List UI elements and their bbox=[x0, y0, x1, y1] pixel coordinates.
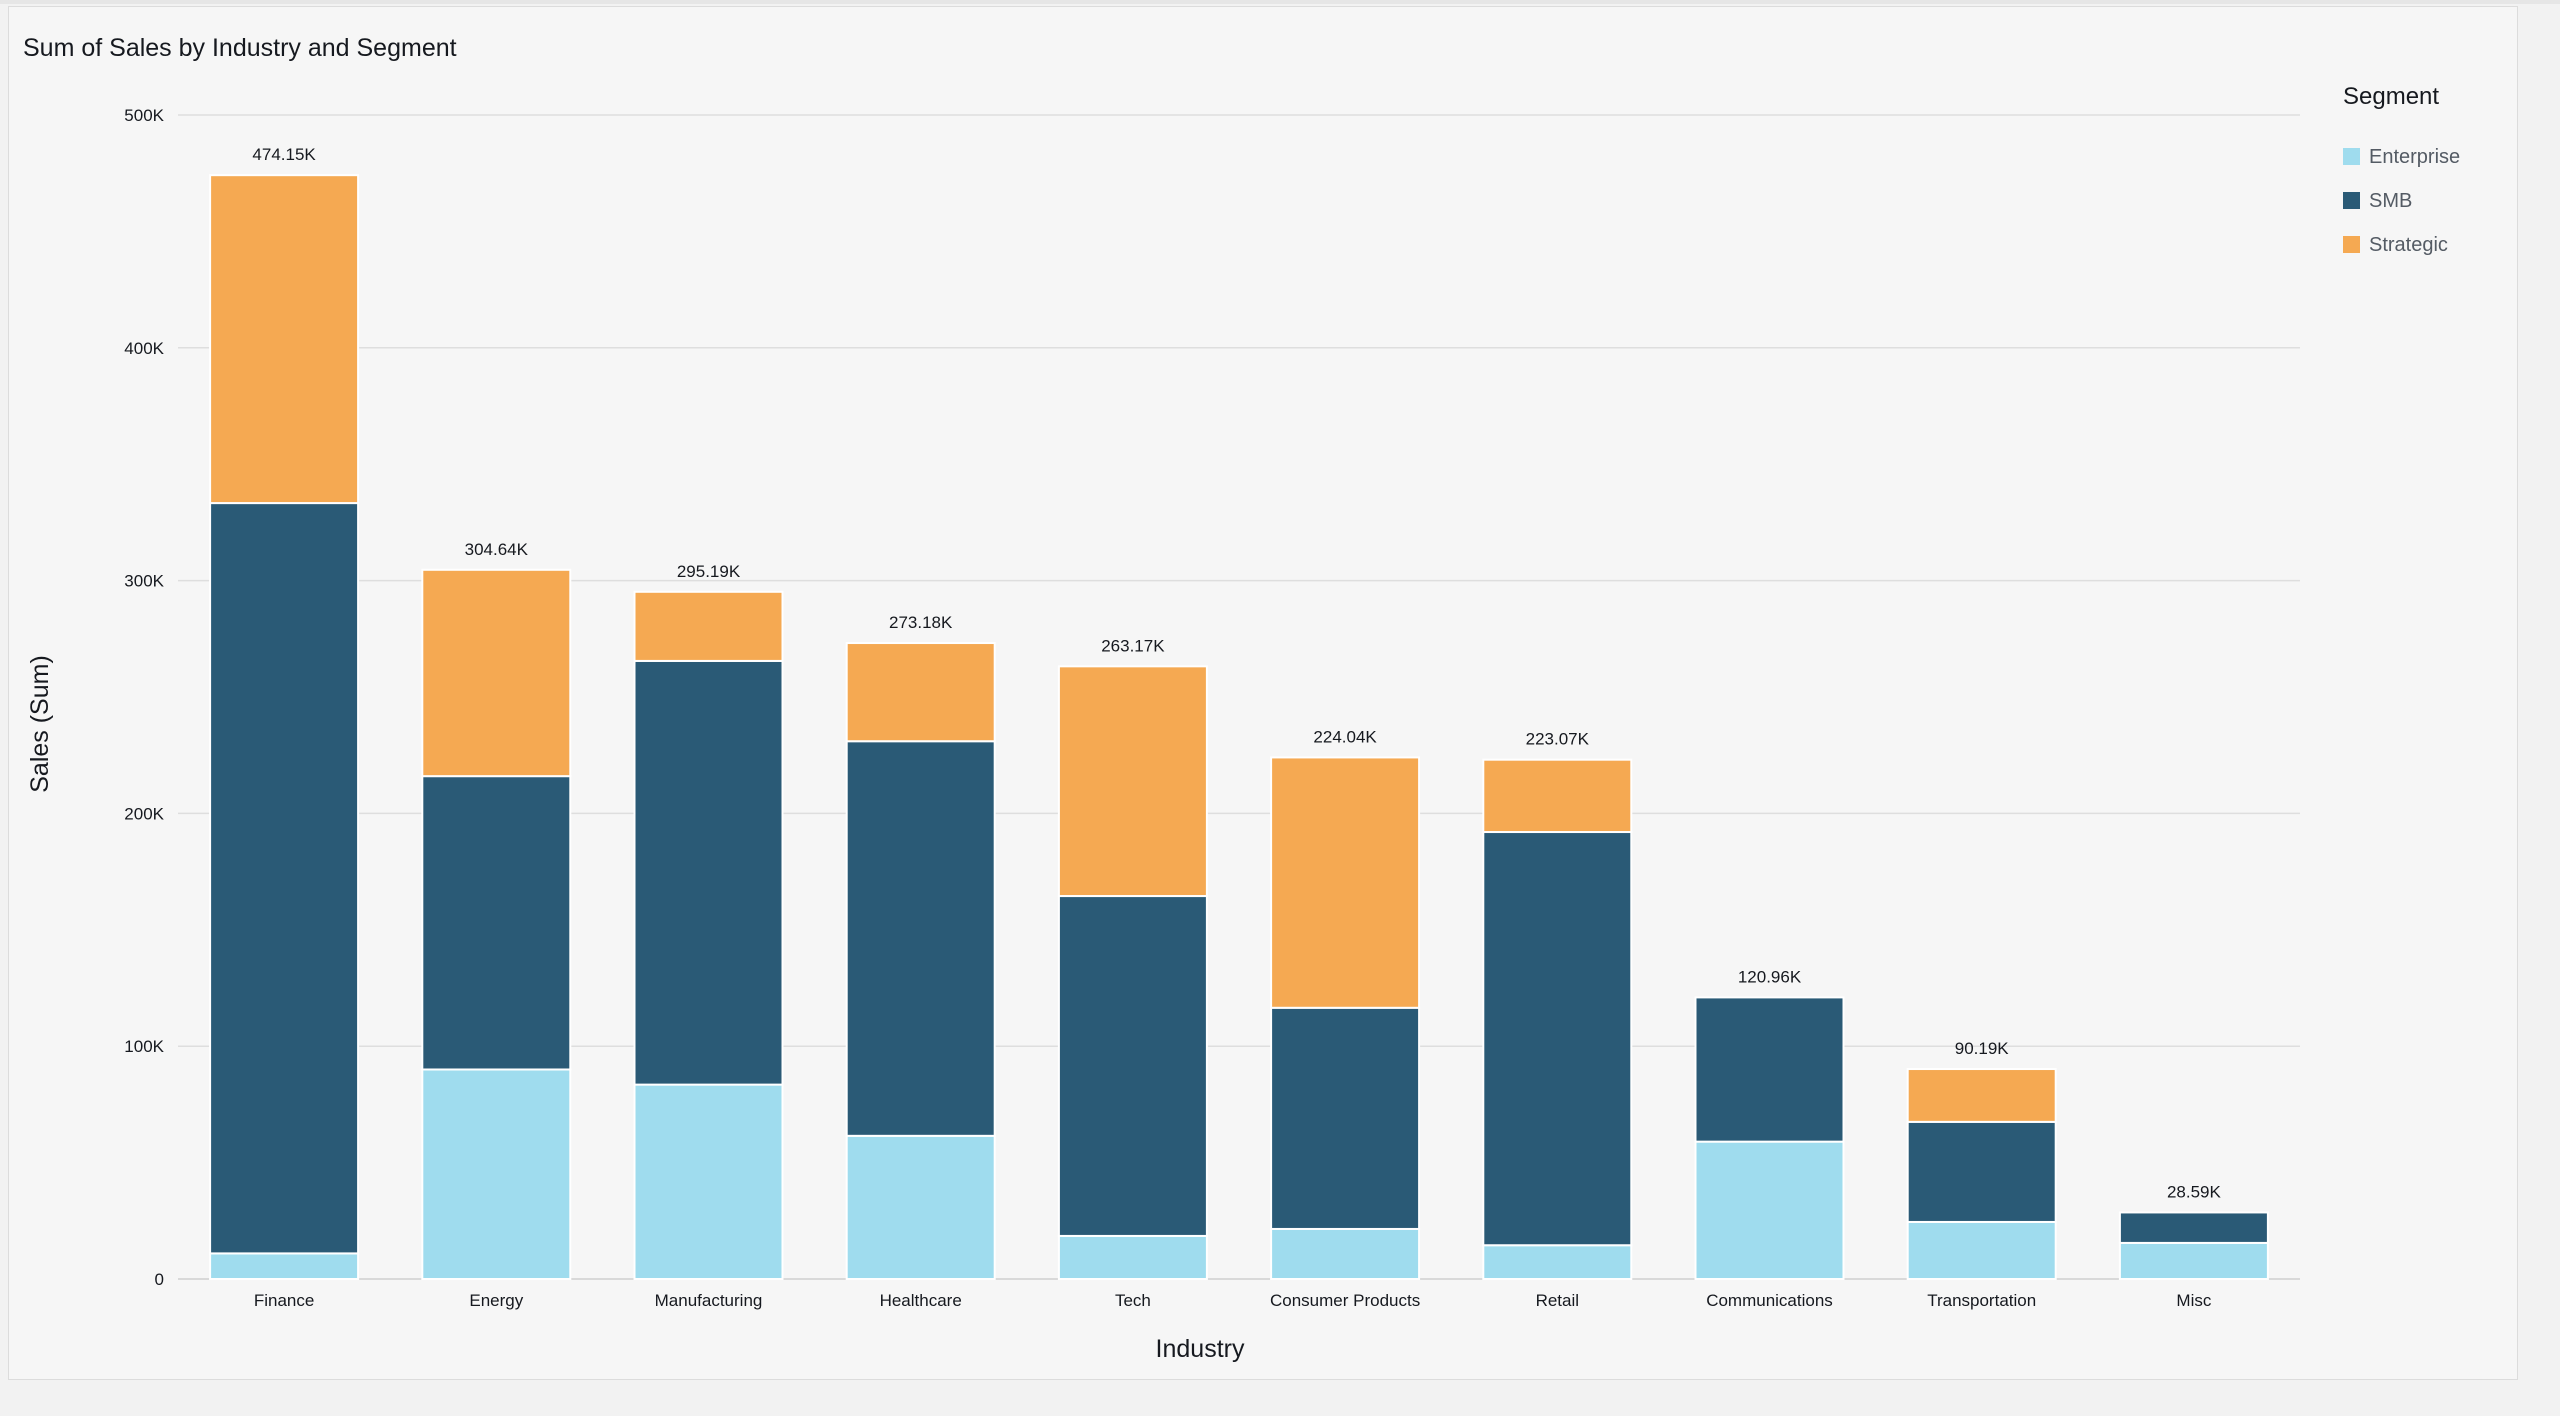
y-tick-label: 100K bbox=[124, 1037, 164, 1056]
bar-smb-retail[interactable] bbox=[1482, 831, 1633, 1247]
y-tick-label: 300K bbox=[124, 572, 164, 591]
bar-strategic-energy[interactable] bbox=[421, 568, 572, 778]
bar-enterprise-healthcare[interactable] bbox=[845, 1134, 996, 1280]
bar-strategic-consumer-products[interactable] bbox=[1270, 756, 1421, 1009]
bar-enterprise-retail[interactable] bbox=[1482, 1244, 1633, 1281]
bar-strategic-tech[interactable] bbox=[1057, 665, 1208, 898]
bar-enterprise-misc[interactable] bbox=[2118, 1241, 2269, 1281]
x-category-label: Misc bbox=[2176, 1291, 2211, 1310]
bar-enterprise-manufacturing[interactable] bbox=[633, 1083, 784, 1281]
bar-smb-misc[interactable] bbox=[2118, 1211, 2269, 1244]
bars bbox=[209, 174, 2269, 1281]
legend-swatch-smb[interactable] bbox=[2343, 192, 2360, 209]
legend-items: Enterprise SMB Strategic bbox=[2343, 146, 2460, 256]
bar-smb-finance[interactable] bbox=[209, 502, 360, 1255]
y-tick-label: 500K bbox=[124, 106, 164, 125]
bar-enterprise-communications[interactable] bbox=[1694, 1140, 1845, 1280]
x-category-label: Manufacturing bbox=[655, 1291, 763, 1310]
total-label: 120.96K bbox=[1738, 967, 1802, 986]
bar-enterprise-transportation[interactable] bbox=[1906, 1220, 2057, 1280]
x-axis-categories: Finance Energy Manufacturing Healthcare Tech… bbox=[254, 1291, 2212, 1310]
bar-enterprise-consumer-products[interactable] bbox=[1270, 1227, 1421, 1280]
bar-strategic-manufacturing[interactable] bbox=[633, 590, 784, 662]
bar-strategic-finance[interactable] bbox=[209, 174, 360, 505]
x-category-label: Energy bbox=[469, 1291, 523, 1310]
y-tick-label: 400K bbox=[124, 339, 164, 358]
y-tick-label: 0 bbox=[155, 1270, 164, 1289]
x-category-label: Tech bbox=[1115, 1291, 1151, 1310]
bar-enterprise-energy[interactable] bbox=[421, 1068, 572, 1280]
bar-smb-healthcare[interactable] bbox=[845, 740, 996, 1137]
total-label: 474.15K bbox=[252, 145, 316, 164]
total-label: 224.04K bbox=[1313, 727, 1377, 746]
y-axis-ticks: 0 100K 200K 300K 400K 500K bbox=[124, 106, 164, 1289]
bar-enterprise-tech[interactable] bbox=[1057, 1234, 1208, 1281]
x-category-label: Transportation bbox=[1927, 1291, 2036, 1310]
x-category-label: Retail bbox=[1536, 1291, 1579, 1310]
legend-swatch-enterprise[interactable] bbox=[2343, 148, 2360, 165]
legend: Segment Enterprise SMB Strategic bbox=[2343, 83, 2460, 256]
bar-smb-manufacturing[interactable] bbox=[633, 659, 784, 1086]
total-label: 263.17K bbox=[1101, 636, 1165, 655]
bar-strategic-retail[interactable] bbox=[1482, 758, 1633, 834]
legend-label-smb[interactable]: SMB bbox=[2369, 190, 2412, 212]
bar-smb-consumer-products[interactable] bbox=[1270, 1006, 1421, 1230]
y-axis-title: Sales (Sum) bbox=[26, 655, 54, 793]
total-label: 304.64K bbox=[465, 540, 529, 559]
bar-strategic-healthcare[interactable] bbox=[845, 642, 996, 743]
bar-smb-transportation[interactable] bbox=[1906, 1120, 2057, 1223]
total-label: 28.59K bbox=[2167, 1182, 2222, 1201]
legend-label-strategic[interactable]: Strategic bbox=[2369, 234, 2448, 256]
total-label: 295.19K bbox=[677, 562, 741, 581]
legend-swatch-strategic[interactable] bbox=[2343, 236, 2360, 253]
total-label: 90.19K bbox=[1955, 1039, 2010, 1058]
legend-label-enterprise[interactable]: Enterprise bbox=[2369, 146, 2460, 168]
legend-title: Segment bbox=[2343, 83, 2439, 110]
x-category-label: Finance bbox=[254, 1291, 314, 1310]
chart-title: Sum of Sales by Industry and Segment bbox=[23, 34, 457, 62]
bar-strategic-transportation[interactable] bbox=[1906, 1068, 2057, 1123]
x-category-label: Communications bbox=[1706, 1291, 1833, 1310]
total-label: 273.18K bbox=[889, 613, 953, 632]
bar-smb-energy[interactable] bbox=[421, 775, 572, 1071]
bar-enterprise-finance[interactable] bbox=[209, 1252, 360, 1280]
top-tab-strip bbox=[0, 0, 2560, 4]
x-category-label: Consumer Products bbox=[1270, 1291, 1420, 1310]
x-axis-title: Industry bbox=[1156, 1335, 1245, 1363]
x-category-label: Healthcare bbox=[880, 1291, 962, 1310]
bar-smb-communications[interactable] bbox=[1694, 996, 1845, 1143]
total-label: 223.07K bbox=[1526, 730, 1590, 749]
y-tick-label: 200K bbox=[124, 804, 164, 823]
total-labels: 474.15K 304.64K 295.19K 273.18K 263.17K 224.0… bbox=[252, 145, 2221, 1201]
bar-smb-tech[interactable] bbox=[1057, 895, 1208, 1237]
